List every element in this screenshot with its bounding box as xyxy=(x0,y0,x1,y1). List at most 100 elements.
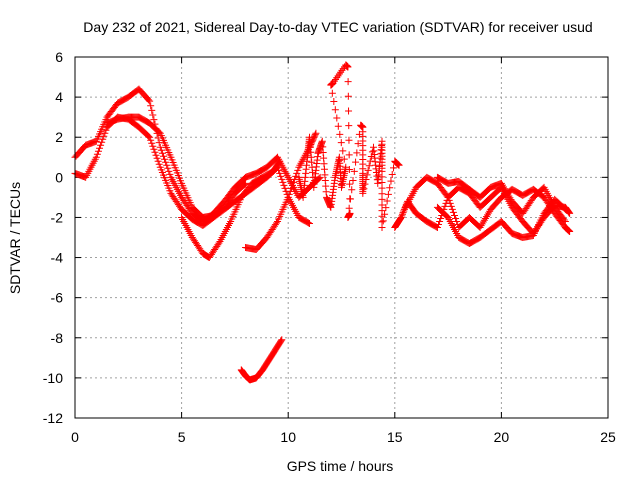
data-point xyxy=(162,158,170,166)
data-point xyxy=(452,214,460,222)
data-point xyxy=(477,222,485,230)
data-point xyxy=(94,147,102,155)
data-point xyxy=(344,92,352,100)
x-tick-label: 15 xyxy=(387,429,403,445)
data-point xyxy=(398,210,406,218)
data-point xyxy=(240,180,248,188)
data-point xyxy=(449,208,457,216)
chart-title: Day 232 of 2021, Sidereal Day-to-day VTE… xyxy=(83,19,592,35)
data-point xyxy=(479,218,487,226)
data-point xyxy=(450,211,458,219)
x-tick-label: 5 xyxy=(178,429,186,445)
data-point xyxy=(331,106,339,114)
data-point xyxy=(362,176,370,184)
data-point xyxy=(381,210,389,218)
series-arc-h xyxy=(401,173,574,235)
data-point xyxy=(290,178,298,186)
data-point xyxy=(286,187,294,195)
data-point xyxy=(272,219,280,227)
data-point xyxy=(433,223,441,231)
data-point xyxy=(276,169,284,177)
data-point xyxy=(315,174,323,182)
series-arc-c xyxy=(103,113,250,221)
data-point xyxy=(151,148,159,156)
data-point xyxy=(500,183,508,191)
data-point xyxy=(150,145,158,153)
data-point xyxy=(366,157,374,165)
data-point xyxy=(441,202,449,210)
data-point xyxy=(478,220,486,228)
data-point xyxy=(284,193,292,201)
data-point xyxy=(294,166,302,174)
data-point xyxy=(281,184,289,192)
data-point xyxy=(99,135,107,143)
data-point xyxy=(145,96,153,104)
data-point xyxy=(453,217,461,225)
data-point xyxy=(445,196,453,204)
data-point xyxy=(399,209,407,217)
data-point xyxy=(277,337,285,345)
x-axis-label: GPS time / hours xyxy=(287,458,394,474)
data-point xyxy=(345,166,353,174)
data-point xyxy=(437,214,445,222)
data-point xyxy=(498,181,506,189)
data-point xyxy=(443,192,451,200)
data-point xyxy=(346,195,354,203)
data-point xyxy=(154,157,162,165)
data-point xyxy=(292,172,300,180)
data-point xyxy=(339,147,347,155)
data-point xyxy=(348,186,356,194)
data-point xyxy=(287,184,295,192)
data-point xyxy=(345,107,353,115)
data-point xyxy=(275,158,283,166)
data-point xyxy=(503,188,511,196)
data-point xyxy=(97,141,105,149)
data-point xyxy=(444,193,452,201)
data-point xyxy=(157,146,165,154)
data-point xyxy=(446,199,454,207)
data-point xyxy=(149,142,157,150)
y-axis-label: SDTVAR / TECUs xyxy=(7,182,23,294)
data-point xyxy=(330,98,338,106)
data-point xyxy=(156,143,164,151)
data-point xyxy=(436,217,444,225)
data-point xyxy=(398,212,406,220)
series-arc-j xyxy=(433,173,569,225)
data-point xyxy=(163,161,171,169)
series-arc-i xyxy=(433,195,569,248)
data-point xyxy=(312,129,320,137)
data-point xyxy=(480,216,488,224)
series-arc-f xyxy=(237,336,286,384)
data-point xyxy=(276,157,284,165)
y-tick-label: 4 xyxy=(55,89,63,105)
data-point xyxy=(361,180,369,188)
data-point xyxy=(333,74,341,82)
data-point xyxy=(278,336,286,344)
data-point xyxy=(387,177,395,185)
data-point xyxy=(311,131,319,139)
data-point xyxy=(146,133,154,141)
y-tick-label: 0 xyxy=(55,169,63,185)
data-point xyxy=(329,79,337,87)
data-point xyxy=(335,70,343,78)
data-point xyxy=(400,207,408,215)
data-point xyxy=(502,187,510,195)
data-point xyxy=(497,179,505,187)
data-point xyxy=(159,152,167,160)
data-point xyxy=(164,164,172,172)
data-point xyxy=(280,181,288,189)
data-point xyxy=(145,132,153,140)
data-point xyxy=(155,160,163,168)
data-point xyxy=(336,130,344,138)
data-point xyxy=(337,139,345,147)
data-point xyxy=(395,161,403,169)
data-point xyxy=(92,153,100,161)
data-point xyxy=(390,164,398,172)
data-point xyxy=(215,239,223,247)
data-point xyxy=(386,184,394,192)
data-point xyxy=(148,106,156,114)
data-point xyxy=(482,213,490,221)
data-point xyxy=(146,97,154,105)
data-point xyxy=(152,151,160,159)
